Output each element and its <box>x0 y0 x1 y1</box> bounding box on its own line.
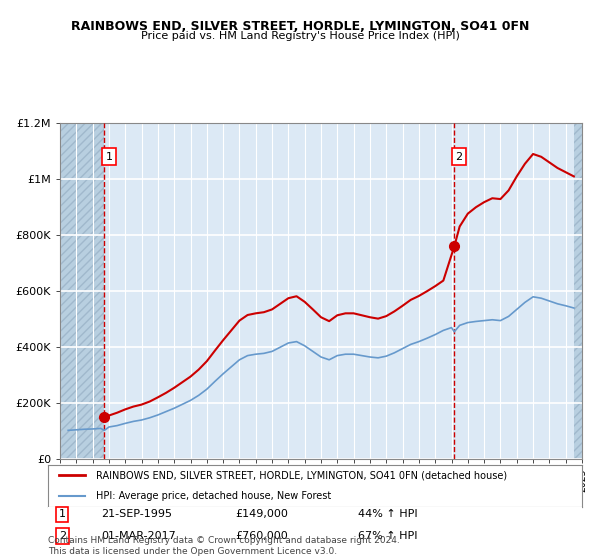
Text: 1: 1 <box>106 152 113 162</box>
Text: Price paid vs. HM Land Registry's House Price Index (HPI): Price paid vs. HM Land Registry's House … <box>140 31 460 41</box>
Text: 67% ↑ HPI: 67% ↑ HPI <box>358 531 417 541</box>
Text: HPI: Average price, detached house, New Forest: HPI: Average price, detached house, New … <box>96 491 331 501</box>
Bar <box>574 123 582 459</box>
Text: RAINBOWS END, SILVER STREET, HORDLE, LYMINGTON, SO41 0FN: RAINBOWS END, SILVER STREET, HORDLE, LYM… <box>71 20 529 32</box>
Text: 1: 1 <box>59 510 65 519</box>
Text: £760,000: £760,000 <box>235 531 287 541</box>
Text: £149,000: £149,000 <box>235 510 288 519</box>
Text: 44% ↑ HPI: 44% ↑ HPI <box>358 510 418 519</box>
Text: Contains HM Land Registry data © Crown copyright and database right 2024.
This d: Contains HM Land Registry data © Crown c… <box>48 536 400 556</box>
Bar <box>60 123 104 459</box>
Text: 2: 2 <box>59 531 66 541</box>
Text: RAINBOWS END, SILVER STREET, HORDLE, LYMINGTON, SO41 0FN (detached house): RAINBOWS END, SILVER STREET, HORDLE, LYM… <box>96 470 507 480</box>
Text: 21-SEP-1995: 21-SEP-1995 <box>101 510 172 519</box>
Text: 2: 2 <box>455 152 463 162</box>
Text: 01-MAR-2017: 01-MAR-2017 <box>101 531 176 541</box>
